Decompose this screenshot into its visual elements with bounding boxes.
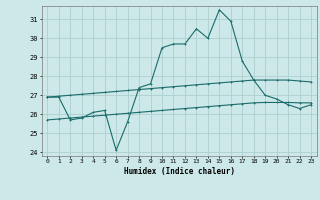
X-axis label: Humidex (Indice chaleur): Humidex (Indice chaleur)	[124, 167, 235, 176]
